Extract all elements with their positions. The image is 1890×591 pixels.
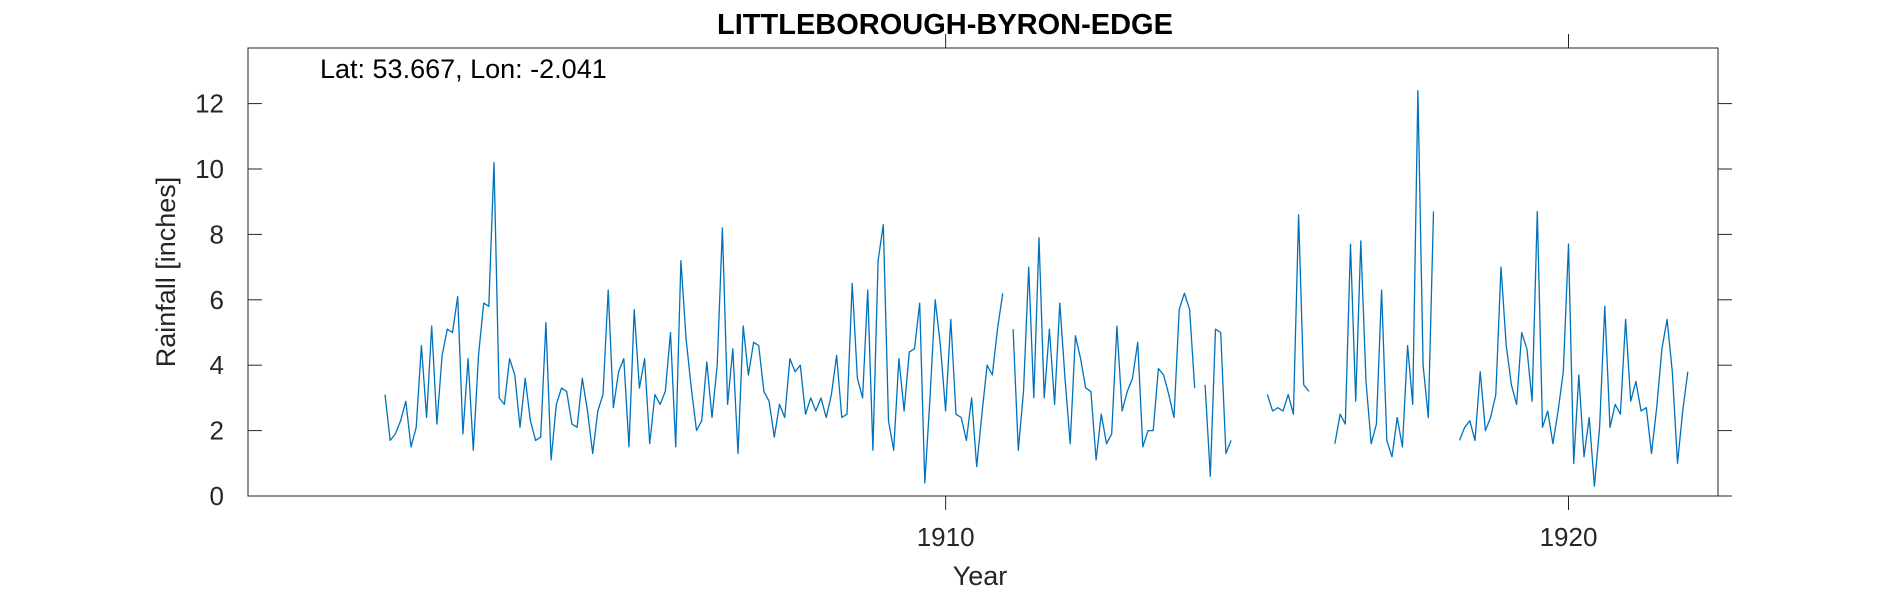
rainfall-series-line <box>384 89 1689 487</box>
plot-area <box>247 47 1719 497</box>
y-tick-label: 2 <box>210 416 224 446</box>
y-tick-label: 6 <box>210 285 224 315</box>
x-tick-label: 1920 <box>1540 522 1598 552</box>
location-annotation: Lat: 53.667, Lon: -2.041 <box>320 54 607 84</box>
x-axis: 1910 1920 <box>917 34 1598 552</box>
x-tick-label: 1910 <box>917 522 975 552</box>
y-tick-label: 12 <box>195 89 224 119</box>
y-axis-label: Rainfall [inches] <box>151 177 181 368</box>
series-layer <box>384 89 1689 487</box>
x-axis-label: Year <box>953 561 1008 591</box>
y-axis: 0 2 4 6 8 10 12 <box>195 89 1732 511</box>
y-tick-label: 0 <box>210 481 224 511</box>
y-tick-label: 10 <box>195 154 224 184</box>
y-tick-label: 4 <box>210 350 224 380</box>
chart-title: LITTLEBOROUGH-BYRON-EDGE <box>717 9 1173 41</box>
y-tick-label: 8 <box>210 219 224 249</box>
